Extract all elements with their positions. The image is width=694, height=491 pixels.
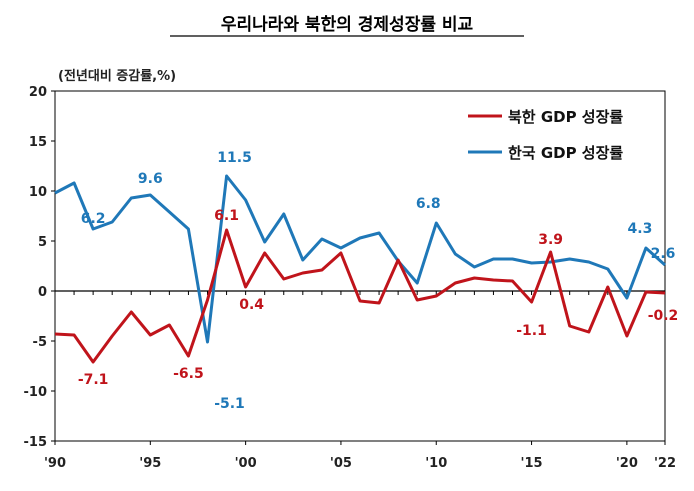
data-label: -6.5 — [173, 366, 204, 382]
data-label: 4.3 — [628, 221, 653, 237]
y-tick-label: 20 — [29, 85, 47, 100]
data-label: 11.5 — [217, 150, 252, 166]
x-tick-label: '22 — [654, 456, 676, 471]
legend-label: 한국 GDP 성장률 — [508, 144, 623, 162]
x-tick-label: '10 — [425, 456, 447, 471]
data-label: 3.9 — [538, 232, 563, 248]
chart-title: 우리나라와 북한의 경제성장률 비교 — [221, 15, 474, 35]
data-label: 6.8 — [416, 196, 441, 212]
plot-frame — [54, 90, 666, 442]
legend-label: 북한 GDP 성장률 — [508, 108, 623, 126]
x-tick-label: '20 — [616, 456, 638, 471]
series-line — [54, 228, 666, 364]
y-tick-label: 15 — [29, 135, 47, 150]
unit-label: (전년대비 증감률,%) — [58, 68, 176, 84]
y-tick-label: 5 — [38, 235, 47, 250]
x-tick-label: '95 — [139, 456, 161, 471]
data-label: -0.2 — [648, 308, 679, 324]
data-label: 6.2 — [81, 211, 106, 227]
series-layer — [54, 174, 666, 364]
data-label: 6.1 — [214, 208, 239, 224]
data-label: 9.6 — [138, 171, 163, 187]
series-line — [54, 174, 666, 344]
data-label: 0.4 — [239, 297, 264, 313]
y-tick-label: -5 — [33, 335, 47, 350]
data-label: -5.1 — [214, 396, 245, 412]
x-tick-label: '90 — [44, 456, 66, 471]
y-tick-label: -15 — [24, 435, 48, 450]
y-tick-label: -10 — [24, 385, 48, 400]
axes: 20 15 10 5 0 -5 -10 -15 '90 '95 '00 '05 '10 '15 '20 '22 — [24, 85, 677, 471]
y-tick-label: 10 — [29, 185, 47, 200]
x-tick-label: '15 — [521, 456, 543, 471]
data-labels: -7.1 -6.5 6.1 0.4 -1.1 3.9 -0.2 6.2 9.6 -5.1 11.5 6… — [78, 150, 679, 412]
data-label: -1.1 — [516, 323, 547, 339]
data-label: -7.1 — [78, 372, 109, 388]
y-tick-label: 0 — [38, 285, 47, 300]
x-tick-label: '00 — [235, 456, 257, 471]
data-label: 2.6 — [651, 246, 676, 262]
x-tick-label: '05 — [330, 456, 352, 471]
